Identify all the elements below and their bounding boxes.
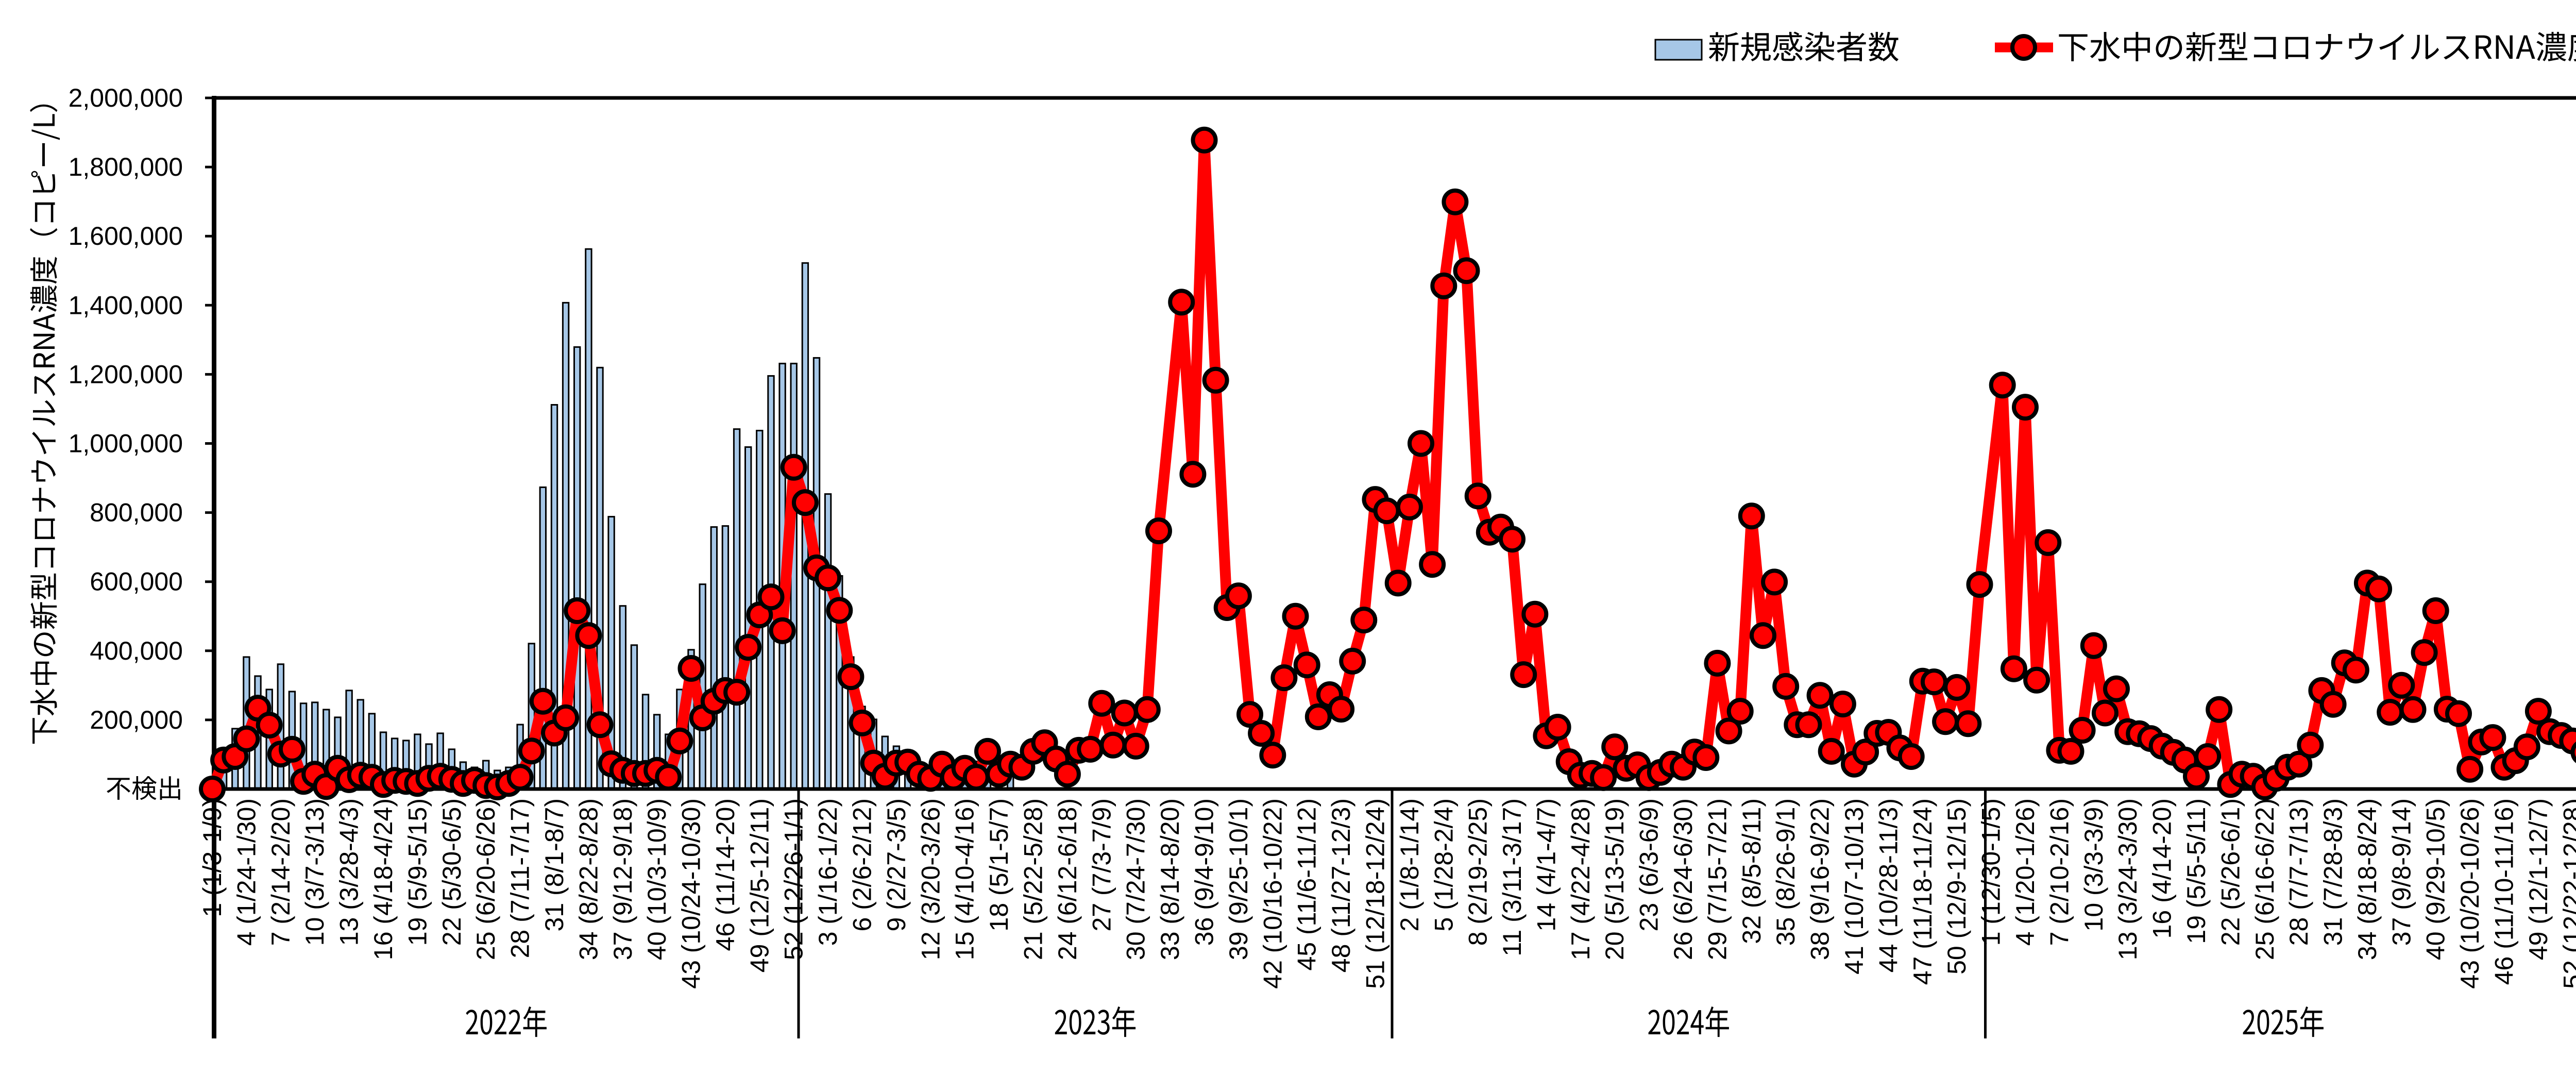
svg-text:45 (11/6-11/12): 45 (11/6-11/12) (1293, 798, 1321, 970)
svg-text:16 (4/18-4/24): 16 (4/18-4/24) (369, 798, 398, 960)
svg-text:7 (2/10-2/16): 7 (2/10-2/16) (2045, 798, 2074, 946)
svg-text:35 (8/26-9/1): 35 (8/26-9/1) (1771, 798, 1800, 946)
svg-text:43 (10/24-10/30): 43 (10/24-10/30) (677, 798, 706, 989)
svg-text:12 (3/20-3/26): 12 (3/20-3/26) (916, 798, 945, 960)
svg-text:28 (7/11-7/17): 28 (7/11-7/17) (506, 798, 535, 958)
svg-text:20 (5/13-5/19): 20 (5/13-5/19) (1600, 798, 1629, 960)
svg-text:4 (1/20-1/26): 4 (1/20-1/26) (2011, 798, 2040, 946)
svg-text:2,000,000: 2,000,000 (69, 83, 183, 112)
svg-text:19 (5/5-5/11): 19 (5/5-5/11) (2182, 798, 2211, 944)
svg-text:1,600,000: 1,600,000 (69, 222, 183, 250)
svg-text:7 (2/14-2/20): 7 (2/14-2/20) (266, 798, 295, 946)
svg-text:600,000: 600,000 (90, 567, 183, 596)
svg-text:18 (5/1-5/7): 18 (5/1-5/7) (985, 798, 1013, 931)
svg-text:13 (3/28-4/3): 13 (3/28-4/3) (335, 798, 364, 946)
svg-text:29 (7/15-7/21): 29 (7/15-7/21) (1703, 798, 1732, 960)
svg-text:41 (10/7-10/13): 41 (10/7-10/13) (1840, 798, 1869, 975)
svg-text:24 (6/12-6/18): 24 (6/12-6/18) (1053, 798, 1082, 960)
svg-text:16 (4/14-20): 16 (4/14-20) (2148, 798, 2177, 938)
svg-text:52 (12/26-1/1): 52 (12/26-1/1) (779, 798, 808, 960)
svg-text:8 (2/19-2/25): 8 (2/19-2/25) (1464, 798, 1493, 946)
svg-text:43 (10/20-10/26): 43 (10/20-10/26) (2455, 798, 2484, 989)
svg-text:200,000: 200,000 (90, 706, 183, 734)
svg-text:1,200,000: 1,200,000 (69, 360, 183, 389)
svg-text:2 (1/8-1/14): 2 (1/8-1/14) (1395, 798, 1424, 931)
svg-text:38 (9/16-9/22): 38 (9/16-9/22) (1806, 798, 1835, 960)
svg-text:49 (12/1-12/7): 49 (12/1-12/7) (2524, 798, 2553, 960)
svg-text:9 (2/27-3/5): 9 (2/27-3/5) (882, 798, 911, 931)
svg-text:40 (10/3-10/9): 40 (10/3-10/9) (642, 798, 671, 960)
svg-text:33 (8/14-8/20): 33 (8/14-8/20) (1156, 798, 1184, 960)
svg-text:30 (7/24-7/30): 30 (7/24-7/30) (1122, 798, 1150, 960)
svg-text:13 (3/24-3/30): 13 (3/24-3/30) (2113, 798, 2142, 960)
svg-text:34 (8/22-8/28): 34 (8/22-8/28) (574, 798, 603, 960)
svg-text:10 (3/7-3/13): 10 (3/7-3/13) (300, 798, 329, 946)
svg-text:49 (12/5-12/11): 49 (12/5-12/11) (745, 798, 774, 972)
svg-text:21 (5/22-5/28): 21 (5/22-5/28) (1019, 798, 1048, 960)
svg-text:800,000: 800,000 (90, 498, 183, 527)
svg-text:46 (11/14-20): 46 (11/14-20) (711, 798, 740, 951)
svg-text:42 (10/16-10/22): 42 (10/16-10/22) (1258, 798, 1287, 989)
svg-text:10 (3/3-3/9): 10 (3/3-3/9) (2079, 798, 2108, 931)
svg-text:52 (12/22-12/28): 52 (12/22-12/28) (2558, 798, 2576, 989)
svg-text:400,000: 400,000 (90, 636, 183, 665)
svg-text:19 (5/9-5/15): 19 (5/9-5/15) (403, 798, 432, 946)
svg-text:22 (5/30-6/5): 22 (5/30-6/5) (437, 798, 466, 946)
svg-text:6 (2/6-2/12): 6 (2/6-2/12) (848, 798, 877, 931)
svg-text:1 (12/30-1/5): 1 (12/30-1/5) (1977, 798, 2006, 946)
svg-text:46 (11/10-11/16): 46 (11/10-11/16) (2490, 798, 2519, 985)
svg-text:1,000,000: 1,000,000 (69, 429, 183, 458)
svg-text:22 (5/26-6/1): 22 (5/26-6/1) (2216, 798, 2245, 946)
svg-text:32 (8/5-8/11): 32 (8/5-8/11) (1737, 798, 1766, 944)
svg-text:47 (11/18-11/24): 47 (11/18-11/24) (1908, 798, 1937, 985)
svg-text:17 (4/22-4/28): 17 (4/22-4/28) (1566, 798, 1595, 960)
svg-text:4 (1/24-1/30): 4 (1/24-1/30) (232, 798, 261, 946)
svg-text:3 (1/16-1/22): 3 (1/16-1/22) (814, 798, 842, 946)
svg-text:1 (1/3-1/9): 1 (1/3-1/9) (198, 798, 227, 917)
svg-text:27 (7/3-7/9): 27 (7/3-7/9) (1087, 798, 1116, 931)
svg-text:50 (12/9-12/15): 50 (12/9-12/15) (1942, 798, 1971, 975)
svg-text:26 (6/24-6/30): 26 (6/24-6/30) (1669, 798, 1698, 960)
svg-text:15 (4/10-4/16): 15 (4/10-4/16) (951, 798, 979, 960)
svg-text:37 (9/12-9/18): 37 (9/12-9/18) (608, 798, 637, 960)
svg-text:31 (8/1-8/7): 31 (8/1-8/7) (540, 798, 569, 931)
svg-text:48 (11/27-12/3): 48 (11/27-12/3) (1327, 798, 1355, 972)
svg-text:34 (8/18-8/24): 34 (8/18-8/24) (2353, 798, 2382, 960)
svg-text:37 (9/8-9/14): 37 (9/8-9/14) (2387, 798, 2416, 946)
svg-text:28 (7/7-7/13): 28 (7/7-7/13) (2284, 798, 2313, 946)
svg-text:1,800,000: 1,800,000 (69, 153, 183, 181)
svg-text:39 (9/25-10/1): 39 (9/25-10/1) (1224, 798, 1253, 960)
svg-text:36 (9/4-9/10): 36 (9/4-9/10) (1190, 798, 1219, 946)
svg-text:51 (12/18-12/24): 51 (12/18-12/24) (1361, 798, 1390, 989)
svg-text:5 (1/28-2/4): 5 (1/28-2/4) (1429, 798, 1458, 931)
svg-text:25 (6/16-6/22): 25 (6/16-6/22) (2250, 798, 2279, 960)
svg-text:40 (9/29-10/5): 40 (9/29-10/5) (2421, 798, 2450, 960)
svg-text:1,400,000: 1,400,000 (69, 291, 183, 320)
svg-text:25 (6/20-6/26): 25 (6/20-6/26) (471, 798, 500, 960)
svg-text:23 (6/3-6/9): 23 (6/3-6/9) (1635, 798, 1664, 931)
svg-text:14 (4/1-4/7): 14 (4/1-4/7) (1532, 798, 1561, 931)
svg-text:31 (7/28-8/3): 31 (7/28-8/3) (2319, 798, 2348, 946)
svg-text:11 (3/11-3/17): 11 (3/11-3/17) (1498, 798, 1527, 956)
svg-text:44 (10/28-11/3): 44 (10/28-11/3) (1874, 798, 1903, 972)
